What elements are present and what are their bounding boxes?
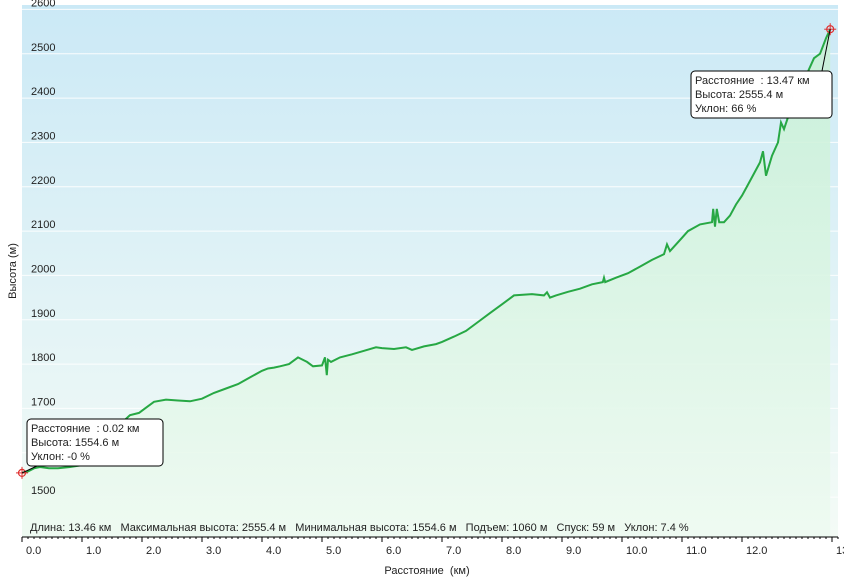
- elevation-line: [21, 28, 832, 474]
- x-axis-ticks: 0.0 1.0 2.0 3.0 4.0 5.0 6.0 7.0 8.0 9.0 10.0 11.0 12…: [21, 537, 844, 557]
- x-tick-label: 12.0: [746, 545, 767, 557]
- y-axis-label: Высота (м): [7, 243, 19, 299]
- tooltip-line: Высота: 2555.4 м: [695, 89, 783, 101]
- tooltip: Расстояние : 13.47 км Высота: 2555.4 м Укл…: [690, 29, 833, 119]
- y-tick-label: 2500: [31, 42, 55, 54]
- summary-text: Длина: 13.46 км Максимальная высота: 255…: [30, 522, 689, 534]
- x-tick-label: 9.0: [566, 545, 581, 557]
- tooltip-pointer: [821, 29, 831, 72]
- y-tick-label: 2300: [31, 130, 55, 142]
- tooltip-box: [26, 418, 164, 467]
- y-tick-label: 1500: [31, 485, 55, 497]
- x-tick-label: 1.0: [86, 545, 101, 557]
- y-tick-label: 2000: [31, 263, 55, 275]
- x-tick-label: 11.0: [686, 545, 707, 557]
- y-tick-label: 2200: [31, 175, 55, 187]
- x-axis-label: Расстояние (км): [384, 565, 469, 577]
- tooltip-pointer: [21, 465, 38, 474]
- x-tick-label: 8.0: [506, 545, 521, 557]
- x-tick-label: 6.0: [386, 545, 401, 557]
- y-tick-label: 1700: [31, 396, 55, 408]
- tooltip: Расстояние : 0.02 км Высота: 1554.6 м Укло…: [21, 418, 164, 474]
- x-tick-label: 5.0: [326, 545, 341, 557]
- elevation-area: [22, 29, 831, 537]
- y-tick-label: 2100: [31, 219, 55, 231]
- x-tick-label: 10.0: [626, 545, 647, 557]
- tooltip-line: Уклон: -0 %: [31, 451, 90, 463]
- y-tick-label: 2400: [31, 86, 55, 98]
- y-tick-label: 1800: [31, 352, 55, 364]
- tooltip-box: [690, 70, 833, 119]
- tooltip-line: Расстояние : 0.02 км: [31, 423, 139, 435]
- x-tick-label: 7.0: [446, 545, 461, 557]
- tooltip-line: Расстояние : 13.47 км: [695, 75, 810, 87]
- x-tick-label: 0.0: [26, 545, 41, 557]
- x-tick-label: 3.0: [206, 545, 221, 557]
- x-tick-label: 4.0: [266, 545, 281, 557]
- y-tick-label: 1900: [31, 308, 55, 320]
- x-tick-label: 13.5: [836, 545, 844, 557]
- y-axis-ticks: 1500160017001800190020002100220023002400…: [31, 0, 55, 497]
- tooltips: Расстояние : 0.02 км Высота: 1554.6 м Укло…: [21, 29, 833, 474]
- tooltip-line: Высота: 1554.6 м: [31, 437, 119, 449]
- tooltip-line: Уклон: 66 %: [695, 103, 757, 115]
- y-tick-label: 2600: [31, 0, 55, 9]
- x-tick-label: 2.0: [146, 545, 161, 557]
